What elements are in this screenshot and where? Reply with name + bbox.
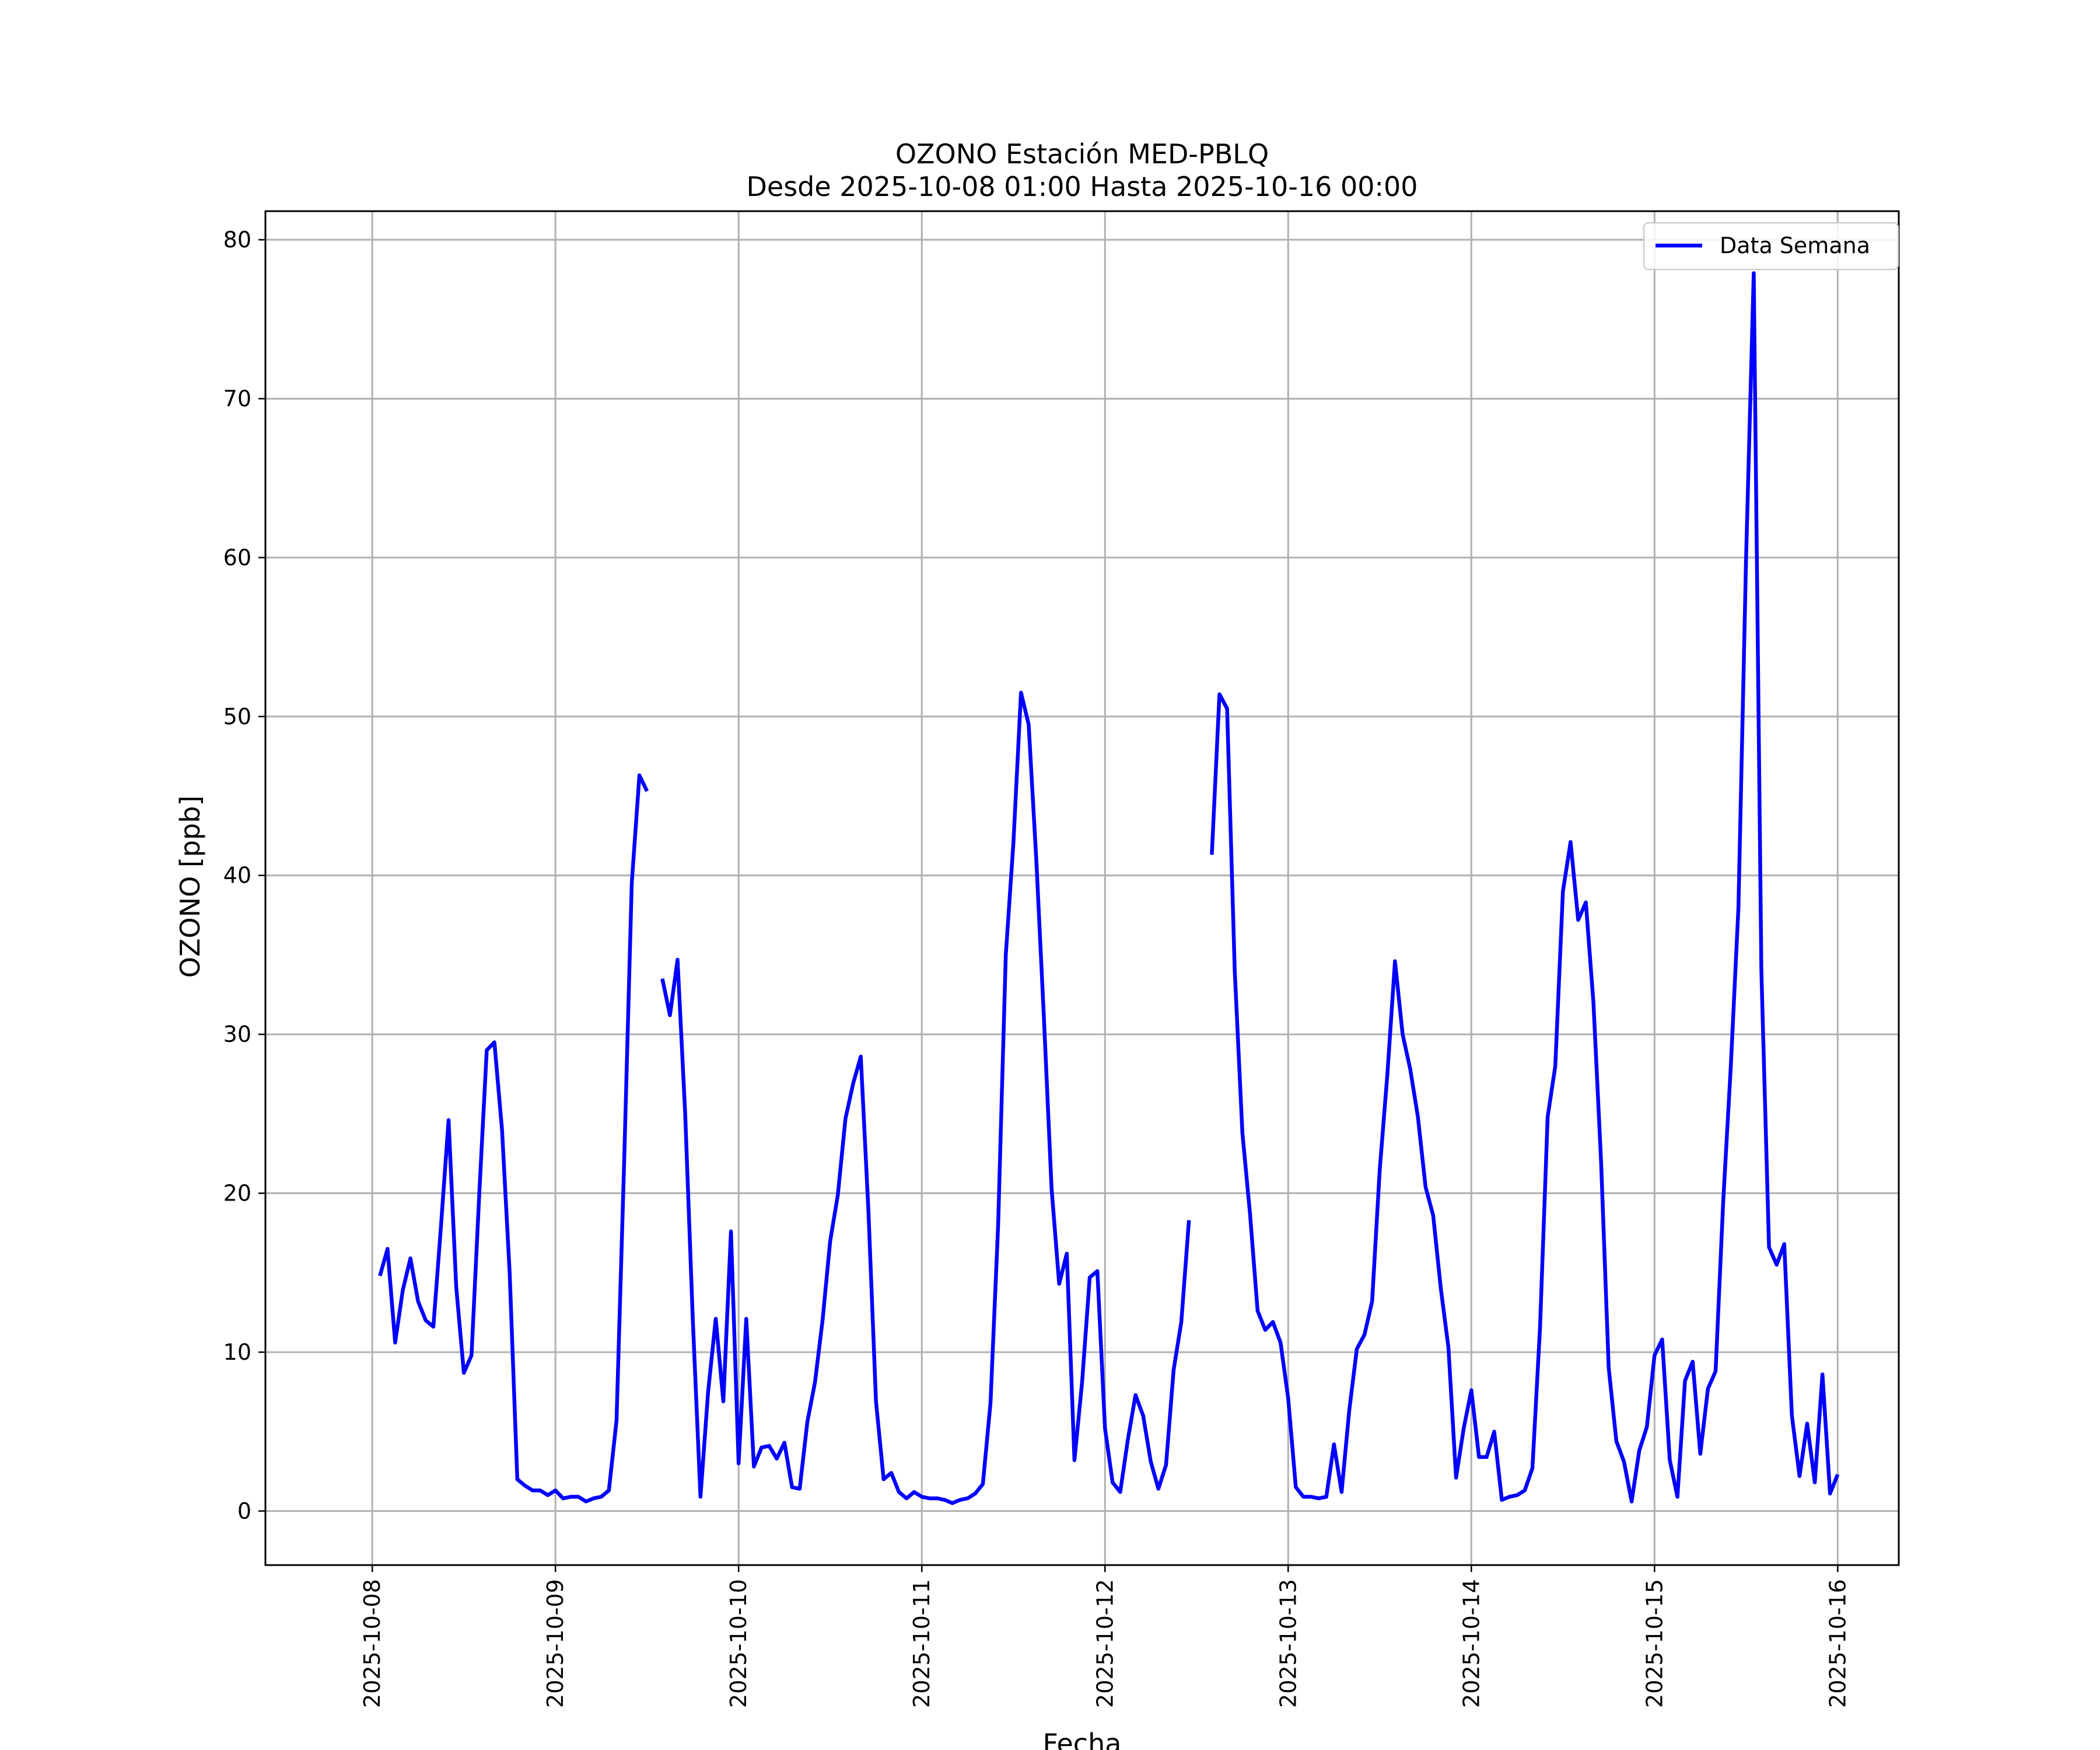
x-tick-label: 2025-10-10 (726, 1579, 751, 1708)
chart-subtitle: Desde 2025-10-08 01:00 Hasta 2025-10-16 … (746, 171, 1418, 202)
series-layer (378, 271, 1840, 1506)
x-tick-label: 2025-10-15 (1642, 1579, 1667, 1708)
x-tick-label: 2025-10-11 (909, 1579, 935, 1708)
y-tick-label: 20 (223, 1181, 251, 1206)
plot-frame (264, 210, 1900, 1566)
legend: Data Semana (1643, 222, 1899, 271)
y-tick-label: 10 (223, 1339, 251, 1365)
legend-label: Data Semana (1720, 233, 1870, 258)
x-tick-label: 2025-10-14 (1458, 1579, 1484, 1708)
y-tick-label: 70 (223, 386, 251, 411)
x-axis-label: Fecha (1043, 1728, 1122, 1750)
series-line-segment (1210, 271, 1840, 1504)
y-tick-label: 60 (223, 545, 251, 570)
x-tick-label: 2025-10-13 (1275, 1579, 1301, 1708)
y-tick-label: 0 (237, 1498, 251, 1524)
chart-title: OZONO Estación MED-PBLQ (895, 138, 1269, 170)
x-tick-label: 2025-10-09 (542, 1579, 568, 1708)
y-axis-label: OZONO [ppb] (174, 796, 206, 978)
legend-box (1643, 222, 1899, 271)
series-line-segment (378, 773, 649, 1504)
axis-ticks: 0 10 20 30 40 50 60 70 80 2025-10-08 2025-10-09 202… (223, 227, 1851, 1708)
y-tick-label: 30 (223, 1021, 251, 1047)
x-tick-label: 2025-10-12 (1092, 1579, 1118, 1708)
y-tick-label: 80 (223, 227, 251, 253)
x-tick-label: 2025-10-16 (1825, 1579, 1850, 1708)
x-tick-label: 2025-10-08 (359, 1579, 385, 1708)
y-tick-label: 40 (223, 863, 251, 888)
series-line-segment (660, 691, 1191, 1506)
grid (265, 211, 1899, 1565)
y-tick-label: 50 (223, 704, 251, 729)
